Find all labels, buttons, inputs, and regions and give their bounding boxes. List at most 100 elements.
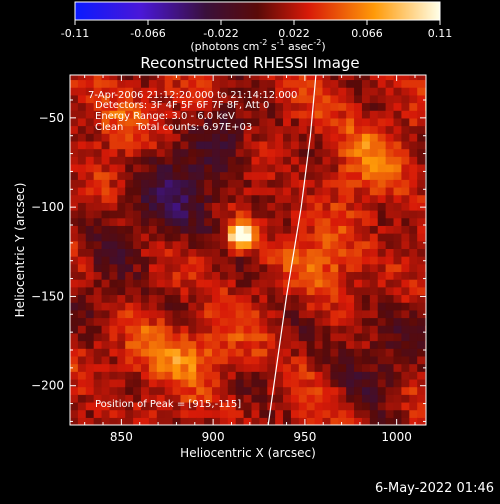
heatmap-cell xyxy=(298,363,308,372)
heatmap-cell xyxy=(180,317,189,326)
heatmap-cell xyxy=(188,186,197,196)
heatmap-cell xyxy=(314,148,324,157)
heatmap-cell xyxy=(346,332,355,342)
heatmap-cell xyxy=(77,148,87,157)
heatmap-cell xyxy=(188,317,197,326)
heatmap-cell xyxy=(243,286,253,296)
heatmap-cell xyxy=(306,75,316,81)
heatmap-cell xyxy=(101,355,111,365)
heatmap-cell xyxy=(369,378,379,388)
heatmap-cell xyxy=(133,271,142,280)
heatmap-cell xyxy=(196,371,205,380)
heatmap-cell xyxy=(401,348,410,357)
heatmap-cell xyxy=(77,225,87,234)
heatmap-cell xyxy=(235,340,245,349)
heatmap-cell xyxy=(204,340,213,349)
heatmap-cell xyxy=(275,317,284,326)
heatmap-cell xyxy=(251,210,260,219)
heatmap-cell xyxy=(322,117,331,127)
heatmap-cell xyxy=(322,110,331,119)
heatmap-cell xyxy=(314,194,324,203)
heatmap-cell xyxy=(219,363,229,372)
heatmap-cell xyxy=(204,302,213,311)
heatmap-cell xyxy=(70,294,79,303)
heatmap-cell xyxy=(172,179,182,188)
heatmap-cell xyxy=(267,163,276,173)
heatmap-cell xyxy=(330,340,339,349)
heatmap-cell xyxy=(235,125,245,134)
heatmap-cell xyxy=(117,340,126,349)
heatmap-cell xyxy=(385,225,395,234)
heatmap-cell xyxy=(156,217,166,226)
heatmap-cell xyxy=(125,332,134,342)
heatmap-cell xyxy=(401,202,410,211)
heatmap-cell xyxy=(330,309,339,319)
heatmap-cell xyxy=(70,332,79,342)
heatmap-cell xyxy=(235,378,245,388)
heatmap-cell xyxy=(148,79,158,88)
heatmap-cell xyxy=(409,256,418,265)
heatmap-cell xyxy=(156,256,166,265)
heatmap-cell xyxy=(354,325,363,334)
heatmap-cell xyxy=(346,179,355,188)
heatmap-cell xyxy=(85,271,95,280)
heatmap-cell xyxy=(290,302,300,311)
heatmap-cell xyxy=(219,401,229,411)
heatmap-cell xyxy=(259,171,268,180)
heatmap-cell xyxy=(93,79,103,88)
heatmap-cell xyxy=(385,256,395,265)
heatmap-cell xyxy=(85,186,95,196)
heatmap-cell xyxy=(259,309,268,319)
heatmap-cell xyxy=(267,279,276,288)
heatmap-cell xyxy=(267,233,276,242)
heatmap-cell xyxy=(148,163,158,173)
heatmap-cell xyxy=(338,256,347,265)
heatmap-cell xyxy=(117,309,126,319)
heatmap-cell xyxy=(401,125,410,134)
heatmap-cell xyxy=(275,75,284,81)
heatmap-cell xyxy=(409,417,418,425)
heatmap-cell xyxy=(172,163,182,173)
heatmap-cell xyxy=(85,302,95,311)
heatmap-cell xyxy=(196,186,205,196)
heatmap-cell xyxy=(267,87,276,96)
heatmap-cell xyxy=(219,117,229,127)
heatmap-cell xyxy=(417,401,426,411)
heatmap-cell xyxy=(259,133,268,142)
heatmap-cell xyxy=(322,309,331,319)
heatmap-cell xyxy=(141,94,150,104)
heatmap-cell xyxy=(306,355,316,365)
heatmap-cell xyxy=(259,94,268,104)
heatmap-cell xyxy=(314,140,324,150)
heatmap-cell xyxy=(70,194,79,203)
heatmap-cell xyxy=(180,110,189,119)
heatmap-cell xyxy=(148,363,158,372)
heatmap-cell xyxy=(338,371,347,380)
heatmap-cell xyxy=(354,248,363,257)
heatmap-cell xyxy=(267,409,276,418)
heatmap-cell xyxy=(125,340,134,349)
heatmap-cell xyxy=(377,256,387,265)
heatmap-cell xyxy=(164,325,174,334)
heatmap-cell xyxy=(196,386,205,395)
heatmap-cell xyxy=(212,186,221,196)
heatmap-cell xyxy=(354,225,363,234)
heatmap-cell xyxy=(393,202,403,211)
heatmap-cell xyxy=(361,294,371,303)
heatmap-cell xyxy=(346,340,355,349)
heatmap-cell xyxy=(188,210,197,219)
heatmap-cell xyxy=(180,355,189,365)
heatmap-cell xyxy=(125,256,134,265)
heatmap-cell xyxy=(283,256,292,265)
heatmap-cell xyxy=(377,394,387,403)
heatmap-cell xyxy=(298,210,308,219)
heatmap-cell xyxy=(306,248,316,257)
annotation-detectors: Detectors: 3F 4F 5F 6F 7F 8F, Att 0 xyxy=(95,100,269,111)
heatmap-cell xyxy=(70,409,79,418)
heatmap-cell xyxy=(235,394,245,403)
heatmap-cell xyxy=(314,417,324,425)
heatmap-cell xyxy=(133,163,142,173)
heatmap-cell xyxy=(354,148,363,157)
heatmap-cell xyxy=(298,378,308,388)
heatmap-cell xyxy=(283,210,292,219)
